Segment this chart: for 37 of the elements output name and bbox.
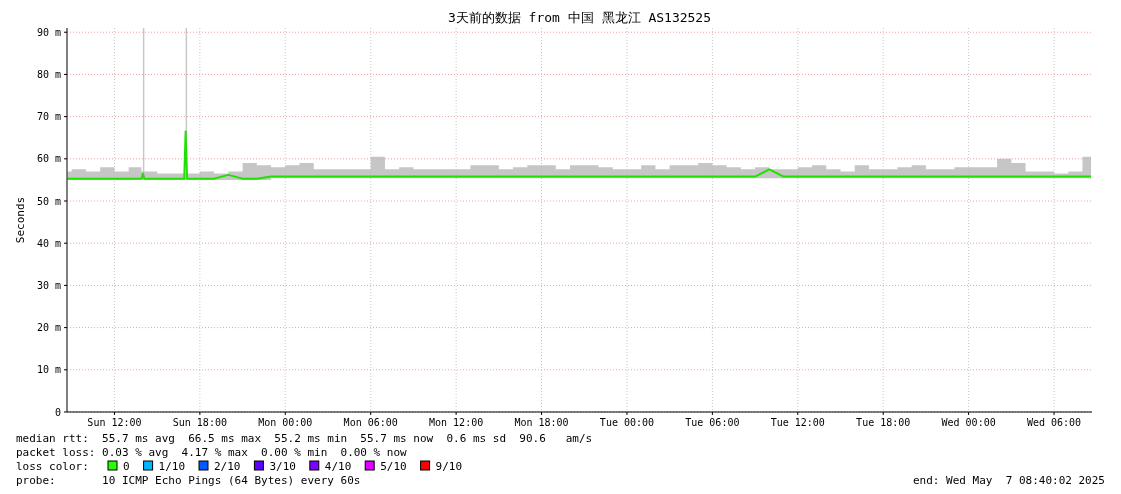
text: 4/10 [324,460,352,473]
y-axis-title: Seconds [13,196,27,244]
y-tick-label: 10 m [36,364,61,376]
text: loss color: [16,460,89,473]
y-tick-label: 60 m [36,153,61,165]
text: median rtt: 55.7 ms avg 66.5 ms max 55.2 ms min 55.7 ms now 0.6 ms sd 90.6 am/s [16,432,593,445]
line-series [66,130,1093,180]
y-tick-label: 40 m [36,237,61,249]
y-tick-label: 90 m [36,26,61,38]
text: packet loss: 0.03 % avg 4.17 % max 0.00 % min 0.00 % now [16,446,408,459]
x-tick-label: Mon 06:00 [343,417,398,428]
x-tick-label: Mon 18:00 [514,417,569,428]
x-tick-label: Tue 12:00 [770,417,825,428]
y-tick-label: 30 m [36,279,61,291]
y-tick-label: 70 m [36,111,61,123]
text: 2/10 [214,460,241,473]
x-tick-label: Tue 06:00 [685,417,740,428]
x-tick-label: Wed 00:00 [941,417,996,428]
x-tick-label: Wed 06:00 [1026,417,1082,428]
x-tick-label: Tue 18:00 [856,417,911,428]
y-tick-label: 20 m [36,322,61,334]
text: end: Wed May 7 08:40:02 2025 [912,474,1105,487]
text: 5/10 [380,460,407,473]
x-tick-label: Mon 12:00 [429,417,484,428]
text: probe: 10 ICMP Echo Pings (64 Bytes) every 60s [16,474,361,487]
x-tick-label: Sun 18:00 [172,417,227,428]
x-tick-label: Tue 00:00 [599,417,655,428]
text: 1/10 [158,460,186,473]
x-tick-label: Mon 00:00 [258,417,313,428]
y-tick-label: 0 [54,406,61,418]
text: 0 [123,460,130,473]
text: 3/10 [269,460,296,473]
y-tick-label: 50 m [36,195,61,207]
x-tick-label: Sun 12:00 [87,417,142,428]
y-tick-label: 80 m [36,68,61,80]
text: 9/10 [435,460,463,473]
chart-title: 3天前的数据 from 中国 黑龙江 AS132525 [447,10,712,25]
